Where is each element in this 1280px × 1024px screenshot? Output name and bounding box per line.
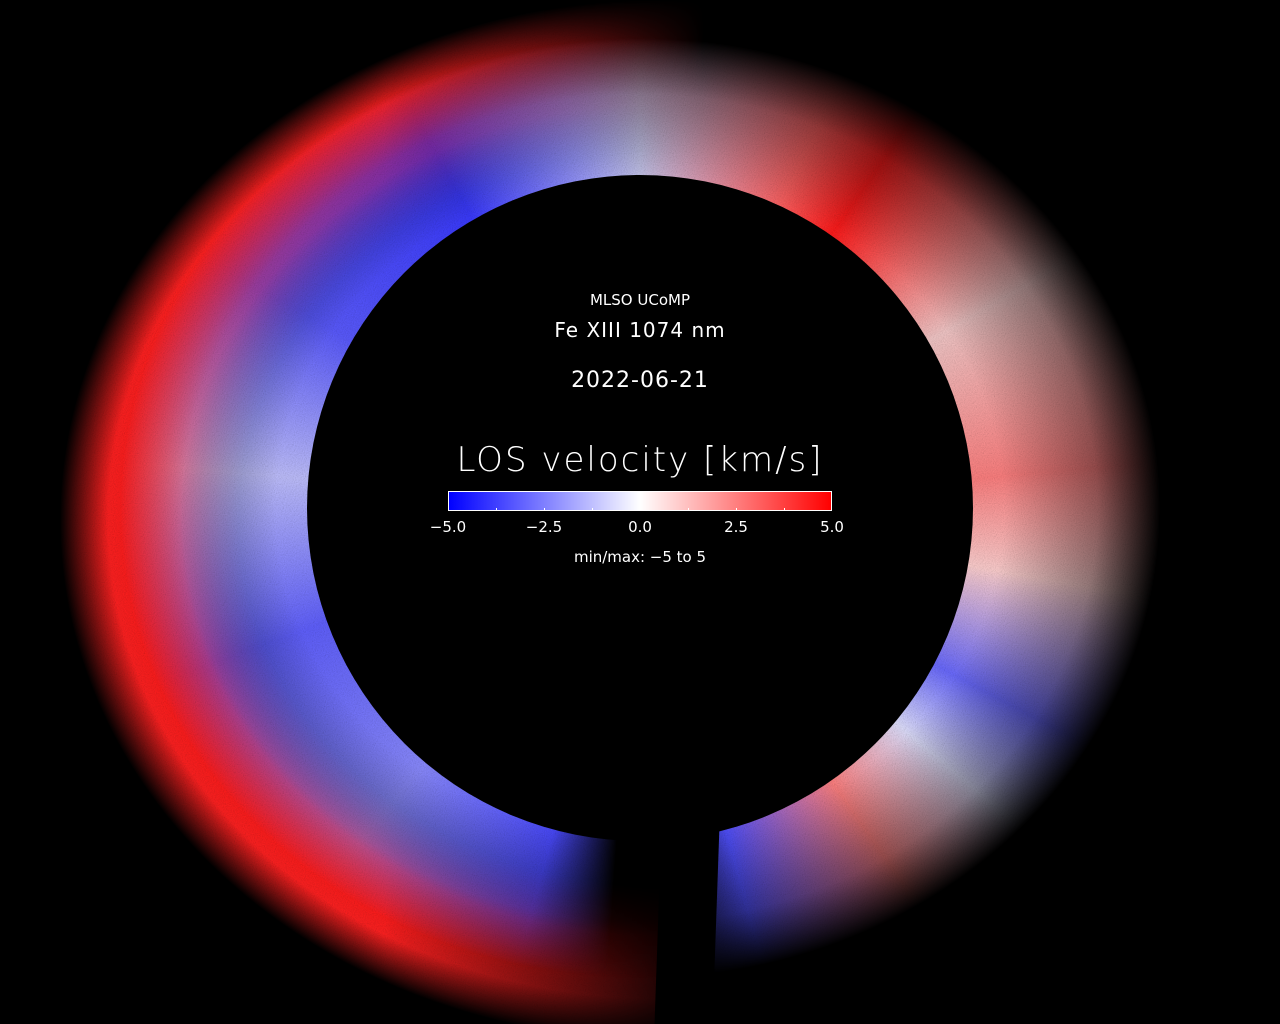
observatory-title: MLSO UCoMP [589, 291, 690, 309]
colorbar-tick-label: −5.0 [429, 518, 467, 536]
colorbar-tick [496, 508, 497, 511]
colorbar-tick-label: 0.0 [628, 518, 652, 536]
colorbar-tick-label: 5.0 [820, 518, 844, 536]
colorbar-tick [736, 508, 737, 511]
spectral-line-title: Fe XIII 1074 nm [554, 318, 726, 342]
colorbar-tick [784, 508, 785, 511]
colorbar-tick-label: −2.5 [525, 518, 563, 536]
colorbar-tick [544, 508, 545, 511]
colorbar [448, 491, 832, 511]
colorbar-label: LOS velocity [km/s] [456, 440, 824, 480]
observation-date: 2022-06-21 [571, 368, 709, 393]
colorbar-tick [688, 508, 689, 511]
occulter-pylon [654, 820, 720, 1024]
colorbar-minmax: min/max: −5 to 5 [573, 548, 707, 566]
colorbar-tick [592, 508, 593, 511]
colorbar-tick-label: 2.5 [724, 518, 748, 536]
